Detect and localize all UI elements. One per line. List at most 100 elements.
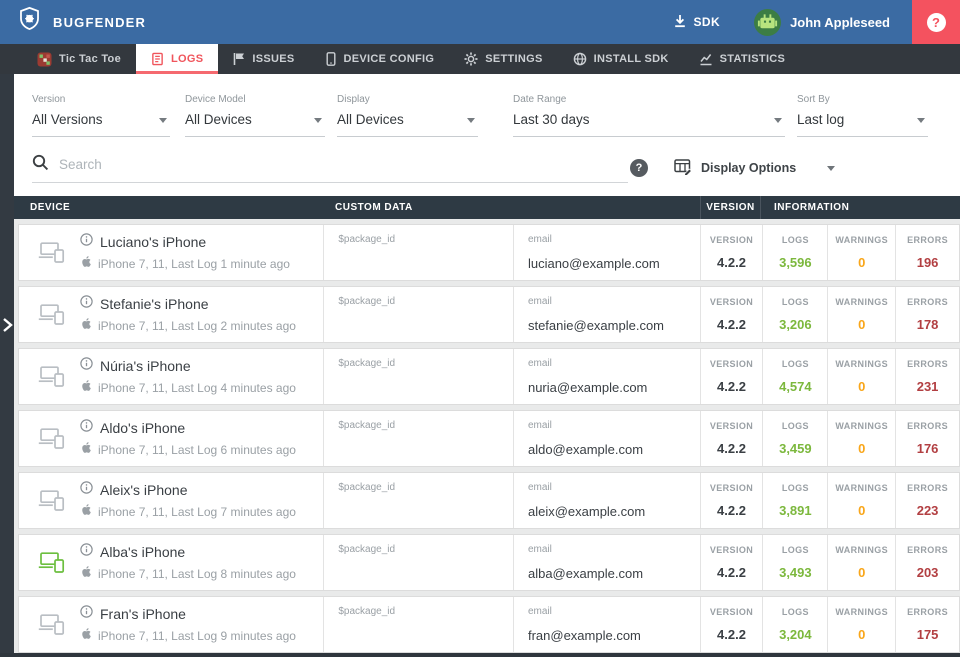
search-input[interactable] xyxy=(59,157,579,172)
flag-icon xyxy=(233,52,245,66)
device-row[interactable]: Núria's iPhone iPhone 7, 11, Last Log 4 … xyxy=(18,348,960,405)
version-filter-dropdown[interactable]: Version All Versions xyxy=(32,94,170,137)
version-value: 4.2.2 xyxy=(717,627,746,642)
warnings-label: WARNINGS xyxy=(835,235,889,245)
device-row[interactable]: Aleix's iPhone iPhone 7, 11, Last Log 7 … xyxy=(18,472,960,529)
tab-label: INSTALL SDK xyxy=(593,53,669,65)
package-id-cell: $package_id xyxy=(323,287,513,342)
package-id-label: $package_id xyxy=(338,606,396,617)
warnings-count: 0 xyxy=(858,565,866,580)
warnings-label: WARNINGS xyxy=(835,297,889,307)
version-label: VERSION xyxy=(709,483,754,493)
warnings-count: 0 xyxy=(858,627,866,642)
chevron-down-icon xyxy=(917,118,925,123)
display-options-icon xyxy=(674,158,692,178)
errors-count: 175 xyxy=(916,627,939,642)
version-column-header: VERSION xyxy=(700,196,760,219)
errors-label: ERRORS xyxy=(907,545,949,555)
device-cell: Alba's iPhone iPhone 7, 11, Last Log 8 m… xyxy=(19,535,323,590)
warnings-cell: WARNINGS 0 xyxy=(827,225,895,280)
tab-statistics[interactable]: STATISTICS xyxy=(684,44,801,74)
question-mark-icon: ? xyxy=(926,12,946,32)
device-name: Fran's iPhone xyxy=(100,605,186,622)
device-row[interactable]: Aldo's iPhone iPhone 7, 11, Last Log 6 m… xyxy=(18,410,960,467)
tab-issues[interactable]: ISSUES xyxy=(218,44,309,74)
email-label: email xyxy=(527,420,552,431)
info-icon[interactable] xyxy=(80,604,93,623)
apple-icon xyxy=(80,627,91,645)
tab-label: LOGS xyxy=(171,53,204,65)
globe-icon xyxy=(573,52,587,66)
info-icon[interactable] xyxy=(80,480,93,499)
device-type-icon xyxy=(38,242,65,263)
sort-by-filter-dropdown[interactable]: Sort By Last log xyxy=(797,94,928,137)
search-help-icon[interactable]: ? xyxy=(630,159,648,177)
device-row[interactable]: Stefanie's iPhone iPhone 7, 11, Last Log… xyxy=(18,286,960,343)
device-row[interactable]: Luciano's iPhone iPhone 7, 11, Last Log … xyxy=(18,224,960,281)
logs-cell: LOGS 3,204 xyxy=(762,597,827,652)
tab-settings[interactable]: SETTINGS xyxy=(449,44,557,74)
version-label: VERSION xyxy=(709,235,754,245)
expand-sidebar-chevron-icon[interactable] xyxy=(2,317,13,338)
display-filter-dropdown[interactable]: Display All Devices xyxy=(337,94,478,137)
device-details: iPhone 7, 11, Last Log 9 minutes ago xyxy=(98,628,296,643)
collapsed-sidebar[interactable] xyxy=(0,74,14,657)
device-type-icon xyxy=(38,552,65,573)
logs-cell: LOGS 3,493 xyxy=(762,535,827,590)
sdk-label: SDK xyxy=(693,15,721,29)
warnings-count: 0 xyxy=(858,255,866,270)
email-cell: email luciano@example.com xyxy=(512,225,700,280)
tab-device-config[interactable]: DEVICE CONFIG xyxy=(310,44,450,74)
warnings-label: WARNINGS xyxy=(835,607,889,617)
version-value: 4.2.2 xyxy=(717,441,746,456)
logs-cell: LOGS 3,596 xyxy=(762,225,827,280)
email-label: email xyxy=(527,606,552,617)
device-model-filter-dropdown[interactable]: Device Model All Devices xyxy=(185,94,325,137)
filter-label: Device Model xyxy=(185,94,246,105)
warnings-cell: WARNINGS 0 xyxy=(827,411,895,466)
help-button[interactable]: ? xyxy=(912,0,960,44)
brand[interactable]: BUGFENDER xyxy=(16,6,146,38)
errors-label: ERRORS xyxy=(907,421,949,431)
filter-bar: Version All Versions Device Model All De… xyxy=(14,74,960,137)
search-box[interactable] xyxy=(32,154,628,183)
display-options-dropdown[interactable]: Display Options xyxy=(674,158,836,178)
email-cell: email aldo@example.com xyxy=(512,411,700,466)
package-id-cell: $package_id xyxy=(323,225,513,280)
app-tab-bar: Tic Tac Toe LOGS ISSUES DEVICE CONFIG xyxy=(0,44,960,74)
email-label: email xyxy=(527,482,552,493)
device-type-icon xyxy=(38,304,65,325)
logs-label: LOGS xyxy=(781,359,809,369)
tab-tic-tac-toe[interactable]: Tic Tac Toe xyxy=(22,44,136,74)
logs-count: 4,574 xyxy=(779,379,812,394)
package-id-label: $package_id xyxy=(338,544,396,555)
date-range-filter-dropdown[interactable]: Date Range Last 30 days xyxy=(513,94,785,137)
info-icon[interactable] xyxy=(80,294,93,313)
tab-install-sdk[interactable]: INSTALL SDK xyxy=(558,44,684,74)
tab-label: STATISTICS xyxy=(719,53,786,65)
errors-label: ERRORS xyxy=(907,607,949,617)
version-cell: VERSION 4.2.2 xyxy=(699,225,763,280)
package-id-label: $package_id xyxy=(338,296,396,307)
apple-icon xyxy=(80,441,91,459)
user-menu[interactable]: John Appleseed xyxy=(754,8,890,36)
tab-logs[interactable]: LOGS xyxy=(136,44,219,74)
table-header: DEVICE CUSTOM DATA VERSION INFORMATION xyxy=(14,196,960,219)
warnings-count: 0 xyxy=(858,441,866,456)
email-value: aldo@example.com xyxy=(527,442,644,457)
info-icon[interactable] xyxy=(80,418,93,437)
apple-icon xyxy=(80,317,91,335)
top-bar: BUGFENDER SDK xyxy=(0,0,960,44)
tab-label: DEVICE CONFIG xyxy=(343,53,435,65)
info-icon[interactable] xyxy=(80,356,93,375)
sdk-download-button[interactable]: SDK xyxy=(673,14,721,31)
filter-label: Sort By xyxy=(797,94,830,105)
info-icon[interactable] xyxy=(80,542,93,561)
device-row[interactable]: Fran's iPhone iPhone 7, 11, Last Log 9 m… xyxy=(18,596,960,653)
package-id-cell: $package_id xyxy=(323,411,513,466)
email-cell: email alba@example.com xyxy=(512,535,700,590)
device-row[interactable]: Alba's iPhone iPhone 7, 11, Last Log 8 m… xyxy=(18,534,960,591)
errors-cell: ERRORS 178 xyxy=(895,287,959,342)
filter-value: All Devices xyxy=(337,112,404,127)
info-icon[interactable] xyxy=(80,232,93,251)
